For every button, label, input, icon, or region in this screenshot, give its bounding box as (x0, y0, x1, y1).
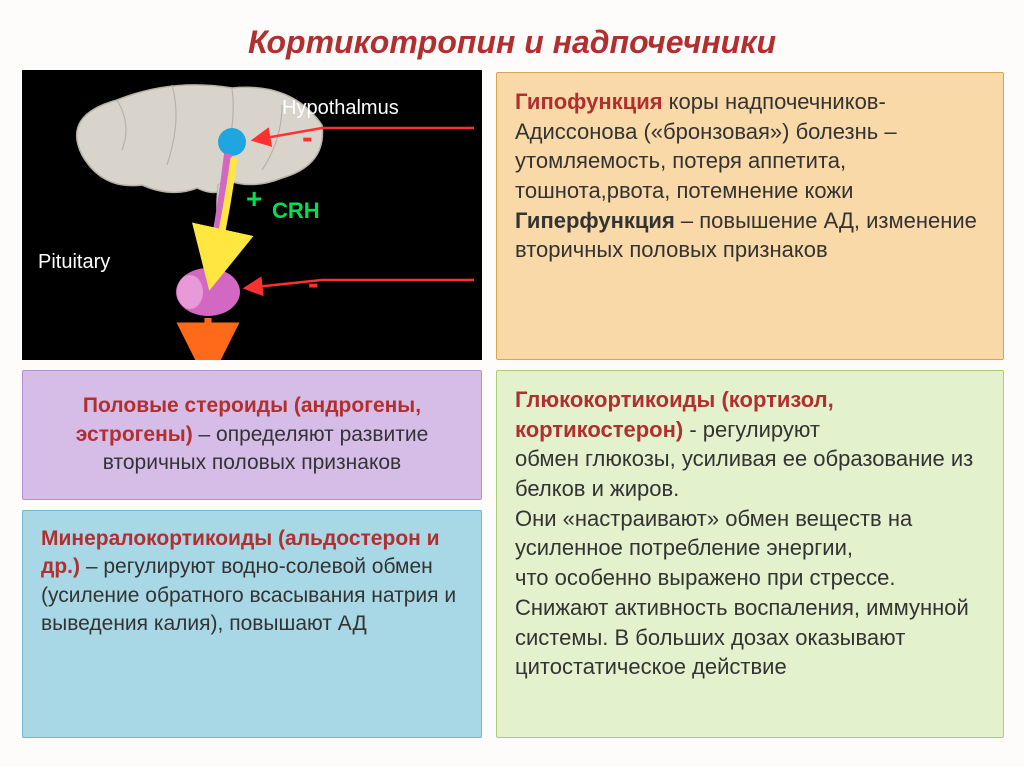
glucocorticoids-box: Глюкокортикоиды (кортизол, кортикостерон… (496, 370, 1004, 738)
minus-top-label: - (302, 119, 313, 155)
sex-steroids-box: Половые стероиды (андрогены, эстрогены) … (22, 370, 482, 500)
mineralocorticoids-text: Минералокортикоиды (альдостерон и др.) –… (41, 525, 463, 638)
hypofunction-text: Гипофункция коры надпочечников- Адиссоно… (515, 87, 985, 265)
slide: Кортикотропин и надпочечники (0, 0, 1024, 767)
hypofunction-box: Гипофункция коры надпочечников- Адиссоно… (496, 72, 1004, 360)
pituitary-node (176, 268, 240, 316)
neg-feedback-bottom (246, 280, 474, 288)
crh-label: CRH (272, 198, 320, 223)
hpa-diagram: Hypothalmus Pituitary CRH + - - (22, 70, 482, 360)
hpa-diagram-svg: Hypothalmus Pituitary CRH + - - (22, 70, 482, 360)
slide-title: Кортикотропин и надпочечники (0, 24, 1024, 61)
sex-steroids-text: Половые стероиды (андрогены, эстрогены) … (41, 392, 463, 477)
hypothalamus-label: Hypothalmus (282, 97, 399, 119)
mineralocorticoids-box: Минералокортикоиды (альдостерон и др.) –… (22, 510, 482, 738)
plus-label: + (246, 183, 262, 214)
minus-right-label: - (308, 265, 319, 301)
glucocorticoids-text: Глюкокортикоиды (кортизол, кортикостерон… (515, 385, 985, 682)
pituitary-label: Pituitary (38, 251, 110, 273)
hypothalamus-node (218, 128, 246, 156)
